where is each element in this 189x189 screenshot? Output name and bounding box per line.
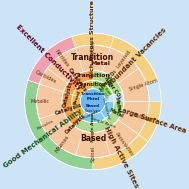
Text: Excellent Conductivity: Excellent Conductivity [15,24,83,91]
Text: Catalysts: Catalysts [62,81,74,108]
Text: Catalysts: Catalysts [67,67,88,94]
Text: Carbides: Carbides [34,70,57,85]
Text: Transition: Transition [79,82,107,87]
Text: Based: Based [80,134,106,143]
Text: Oxides: Oxides [90,40,95,58]
Wedge shape [102,48,139,83]
Text: Catalysis: Catalysis [85,108,101,113]
Text: After CO₂: After CO₂ [103,75,122,99]
Wedge shape [110,36,158,84]
Wedge shape [37,45,149,158]
Text: Perovskites: Perovskites [114,131,134,157]
Wedge shape [73,80,93,98]
Text: Single Atom: Single Atom [91,112,95,143]
Text: Metal: Metal [90,61,110,66]
Wedge shape [72,95,85,119]
Wedge shape [28,36,75,84]
Text: Layered: Layered [116,49,132,69]
Text: Metal: Metal [108,108,124,119]
Text: Nitrides: Nitrides [54,49,70,69]
Text: Particles: Particles [37,119,55,131]
Wedge shape [139,101,161,142]
Wedge shape [118,68,149,101]
Wedge shape [72,33,114,48]
Wedge shape [93,135,148,170]
Text: H₂O-Involved: H₂O-Involved [75,110,100,124]
Text: Good Mechanical Ability: Good Mechanical Ability [2,108,83,169]
Text: Catalysis: Catalysis [54,103,82,116]
Text: Transition
Metal: Transition Metal [81,92,105,101]
Wedge shape [102,120,139,155]
Wedge shape [118,101,149,135]
Wedge shape [25,80,93,170]
Wedge shape [105,101,124,126]
Text: Pure
Li-CO₂: Pure Li-CO₂ [98,86,113,100]
Text: Single Atom: Single Atom [128,78,158,92]
Text: Sulfides: Sulfides [132,112,154,123]
Text: Large Surface Area: Large Surface Area [117,107,187,135]
Wedge shape [75,119,111,132]
Text: Transition: Transition [71,53,115,62]
Wedge shape [39,111,68,135]
Text: Single Atom: Single Atom [90,116,117,129]
Wedge shape [75,131,110,158]
Wedge shape [93,80,113,98]
Text: After CO₂: After CO₂ [99,69,118,92]
Wedge shape [81,112,105,122]
Text: Based: Based [73,90,82,106]
Text: Transition: Transition [75,73,110,78]
Wedge shape [47,48,83,83]
Text: Abundant Vacancies: Abundant Vacancies [106,27,167,88]
Text: MXenes: MXenes [54,134,70,154]
Text: High Active Sites: High Active Sites [103,125,139,189]
Text: Metallic: Metallic [31,99,50,104]
Text: Catalysis: Catalysis [64,113,87,135]
Wedge shape [47,120,83,155]
Wedge shape [62,92,81,126]
Circle shape [80,89,106,114]
Wedge shape [39,68,68,92]
Wedge shape [100,101,114,119]
Wedge shape [37,84,64,119]
Wedge shape [75,45,110,72]
Text: Rich Porous Structure: Rich Porous Structure [90,0,95,78]
Text: O₂-Involved: O₂-Involved [101,97,110,120]
Text: Metal: Metal [114,96,122,114]
Wedge shape [93,70,122,95]
Text: Spinel: Spinel [90,146,95,162]
Text: Based: Based [86,104,100,108]
Wedge shape [64,70,93,95]
